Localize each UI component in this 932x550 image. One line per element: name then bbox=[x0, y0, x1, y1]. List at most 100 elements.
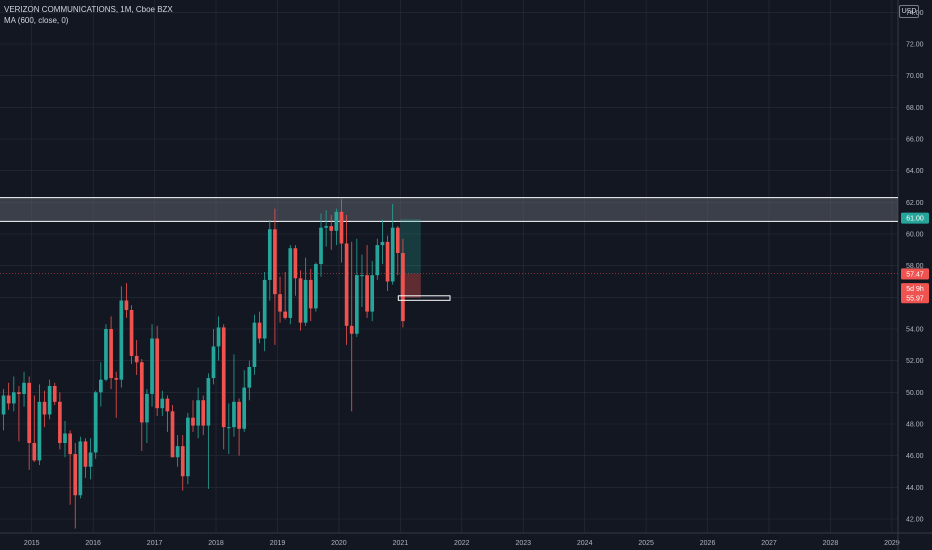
candle-body bbox=[134, 355, 139, 363]
y-tick-label: 42.00 bbox=[906, 517, 924, 524]
candle-body bbox=[339, 211, 344, 244]
candle-body bbox=[206, 378, 211, 426]
candle-body bbox=[98, 379, 103, 393]
resistance-zone bbox=[0, 197, 898, 222]
symbol-title[interactable]: VERIZON COMMUNICATIONS, 1M, Cboe BZX bbox=[4, 5, 173, 14]
candle-body bbox=[395, 227, 400, 253]
y-tick-label: 58.00 bbox=[906, 263, 924, 270]
candle-body bbox=[11, 392, 16, 404]
candle-body bbox=[93, 392, 98, 453]
price-tag bbox=[901, 292, 929, 304]
candle-body bbox=[319, 227, 323, 265]
candle-body bbox=[58, 401, 62, 443]
x-tick-label: 2029 bbox=[884, 540, 900, 547]
marker-rectangle bbox=[397, 295, 451, 301]
candle-body bbox=[191, 417, 195, 426]
candle-body bbox=[155, 338, 160, 409]
y-tick-label: 54.00 bbox=[906, 327, 924, 334]
candle-body bbox=[370, 275, 375, 312]
y-tick-label: 72.00 bbox=[906, 42, 924, 49]
candle-body bbox=[252, 322, 257, 367]
candle-body bbox=[216, 327, 221, 347]
candle-body bbox=[6, 395, 11, 404]
x-tick-label: 2022 bbox=[454, 540, 470, 547]
x-tick-label: 2027 bbox=[761, 540, 777, 547]
x-tick-label: 2020 bbox=[331, 540, 347, 547]
candle-body bbox=[226, 427, 231, 429]
y-tick-label: 74.00 bbox=[906, 10, 924, 17]
candle-body bbox=[401, 253, 405, 322]
y-tick-label: 70.00 bbox=[906, 73, 924, 80]
candle-body bbox=[385, 241, 390, 282]
x-tick-label: 2019 bbox=[270, 540, 286, 547]
candle-body bbox=[375, 245, 380, 276]
candle-body bbox=[211, 346, 216, 379]
candle-body bbox=[273, 229, 277, 295]
candle-body bbox=[88, 452, 93, 467]
candle-body bbox=[22, 382, 26, 394]
candle-body bbox=[63, 433, 67, 443]
candle-body bbox=[37, 401, 42, 461]
candle-body bbox=[283, 311, 288, 318]
candle-body bbox=[349, 325, 354, 334]
candle-body bbox=[17, 392, 21, 394]
candle-body bbox=[165, 398, 170, 412]
y-tick-label: 68.00 bbox=[906, 105, 924, 112]
candle-body bbox=[109, 329, 113, 379]
y-tick-label: 62.00 bbox=[906, 200, 924, 207]
candle-body bbox=[242, 387, 247, 429]
y-tick-label: 52.00 bbox=[906, 358, 924, 365]
y-tick-label: 48.00 bbox=[906, 422, 924, 429]
x-tick-label: 2024 bbox=[577, 540, 593, 547]
price-tag bbox=[901, 212, 929, 224]
candle-body bbox=[267, 229, 272, 280]
candle-body bbox=[365, 275, 369, 312]
candle-body bbox=[170, 411, 175, 458]
chart-legend: VERIZON COMMUNICATIONS, 1M, Cboe BZX MA … bbox=[4, 4, 173, 26]
indicator-label[interactable]: MA (600, close, 0) bbox=[4, 16, 69, 25]
price-tag-label: 61.00 bbox=[906, 216, 924, 223]
candle-body bbox=[180, 446, 185, 477]
price-tag-label: 55.97 bbox=[906, 295, 924, 302]
candle-body bbox=[237, 401, 241, 429]
position-loss-area bbox=[400, 273, 421, 298]
candle-body bbox=[344, 243, 349, 326]
x-tick-label: 2018 bbox=[208, 540, 224, 547]
candle-body bbox=[329, 226, 334, 231]
y-tick-label: 60.00 bbox=[906, 232, 924, 239]
candle-body bbox=[78, 441, 83, 496]
candle-body bbox=[196, 400, 200, 426]
candle-body bbox=[27, 382, 32, 443]
x-tick-label: 2025 bbox=[638, 540, 654, 547]
candle-body bbox=[32, 443, 37, 461]
candle-body bbox=[119, 300, 124, 380]
price-tag bbox=[901, 268, 929, 280]
candle-body bbox=[114, 378, 119, 380]
x-tick-label: 2026 bbox=[700, 540, 716, 547]
position-profit-area bbox=[400, 218, 421, 274]
currency-button[interactable]: USD bbox=[899, 5, 919, 18]
candle-body bbox=[308, 279, 313, 309]
x-tick-label: 2021 bbox=[393, 540, 409, 547]
y-tick-label: 46.00 bbox=[906, 453, 924, 460]
candle-body bbox=[160, 398, 165, 409]
candle-body bbox=[145, 393, 149, 423]
x-tick-label: 2028 bbox=[823, 540, 839, 547]
candle-body bbox=[334, 211, 339, 231]
y-tick-label: 44.00 bbox=[906, 485, 924, 492]
candle-body bbox=[314, 264, 318, 309]
candle-body bbox=[201, 400, 206, 426]
candle-body bbox=[390, 227, 395, 282]
price-tag bbox=[901, 283, 929, 295]
candle-body bbox=[278, 294, 282, 312]
candle-body bbox=[360, 275, 364, 277]
candle-body bbox=[324, 226, 328, 228]
candle-body bbox=[68, 433, 72, 455]
candle-body bbox=[124, 300, 129, 310]
x-tick-label: 2016 bbox=[85, 540, 101, 547]
candle-body bbox=[47, 386, 52, 415]
candle-body bbox=[262, 279, 267, 339]
x-tick-label: 2015 bbox=[24, 540, 40, 547]
candle-body bbox=[42, 401, 47, 415]
